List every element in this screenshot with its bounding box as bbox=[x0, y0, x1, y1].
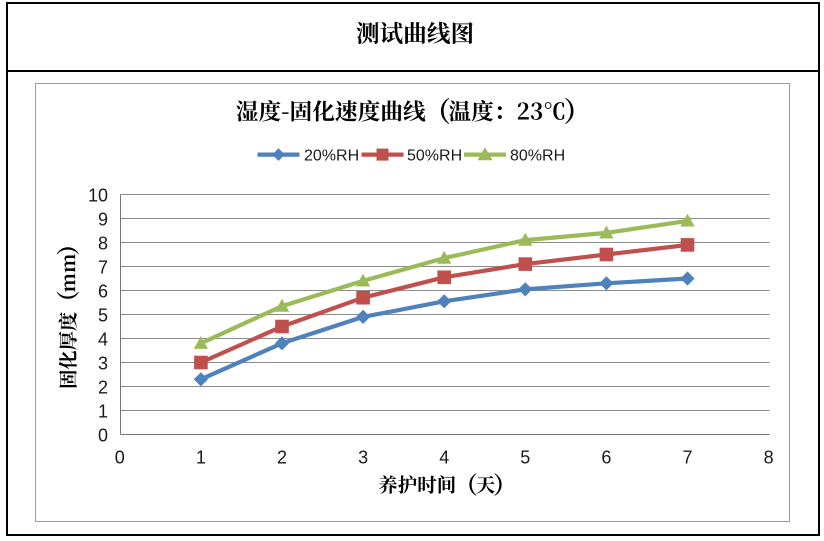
svg-text:7: 7 bbox=[98, 257, 108, 277]
svg-text:3: 3 bbox=[358, 448, 368, 468]
svg-text:10: 10 bbox=[88, 185, 108, 205]
svg-text:0: 0 bbox=[115, 448, 125, 468]
svg-text:4: 4 bbox=[98, 329, 108, 349]
svg-text:8: 8 bbox=[764, 448, 774, 468]
svg-text:20%RH: 20%RH bbox=[304, 148, 359, 165]
svg-text:50%RH: 50%RH bbox=[407, 148, 462, 165]
svg-text:5: 5 bbox=[98, 305, 108, 325]
svg-text:3: 3 bbox=[98, 353, 108, 373]
svg-text:4: 4 bbox=[439, 448, 449, 468]
svg-text:6: 6 bbox=[98, 281, 108, 301]
svg-text:9: 9 bbox=[98, 209, 108, 229]
svg-text:7: 7 bbox=[682, 448, 692, 468]
svg-text:5: 5 bbox=[520, 448, 530, 468]
svg-text:2: 2 bbox=[277, 448, 287, 468]
svg-text:1: 1 bbox=[196, 448, 206, 468]
svg-text:2: 2 bbox=[98, 377, 108, 397]
svg-text:8: 8 bbox=[98, 233, 108, 253]
svg-text:0: 0 bbox=[98, 425, 108, 445]
svg-text:80%RH: 80%RH bbox=[510, 148, 565, 165]
svg-text:1: 1 bbox=[98, 401, 108, 421]
svg-text:6: 6 bbox=[601, 448, 611, 468]
